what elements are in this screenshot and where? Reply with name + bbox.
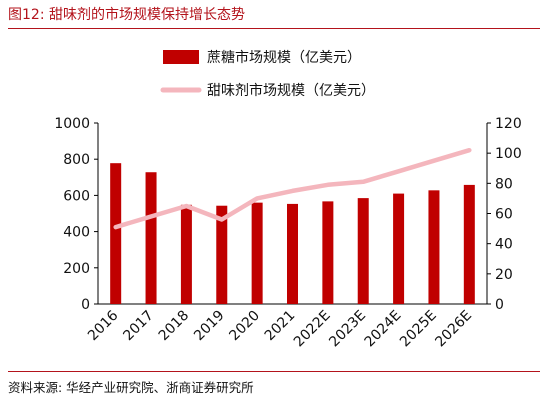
bar [322, 201, 334, 304]
bar [463, 184, 475, 304]
y-tick-label: 400 [63, 225, 90, 241]
bar [216, 205, 228, 304]
legend-bar-label: 蔗糖市场规模（亿美元） [207, 49, 361, 66]
bar [110, 163, 122, 304]
y2-tick-label: 80 [495, 176, 513, 192]
bar [287, 203, 298, 304]
x-tick-label: 2022E [291, 308, 334, 351]
figure-title: 图12: 甜味剂的市场规模保持增长态势 [8, 7, 245, 23]
bar [393, 193, 405, 304]
x-tick-label: 2020 [226, 308, 263, 345]
y2-tick-label: 40 [495, 237, 513, 253]
y-tick-label: 200 [63, 261, 90, 277]
source-divider [8, 371, 540, 372]
y-tick-label: 0 [81, 297, 90, 313]
x-tick-label: 2023E [326, 308, 369, 351]
y2-tick-label: 60 [495, 207, 513, 223]
bar [145, 172, 157, 304]
y-tick-label: 1000 [54, 116, 90, 132]
line-series [113, 147, 472, 230]
y-tick-label: 600 [63, 188, 90, 204]
y2-tick-label: 120 [495, 116, 522, 132]
title-divider [8, 28, 540, 29]
legend: 蔗糖市场规模（亿美元） 甜味剂市场规模（亿美元） [160, 49, 375, 99]
x-tick-label: 2019 [191, 308, 228, 345]
legend-bar-swatch [163, 50, 199, 64]
y2-tick-label: 0 [495, 297, 504, 313]
legend-line-label: 甜味剂市场规模（亿美元） [207, 82, 375, 99]
x-tick-label: 2025E [397, 308, 440, 351]
bars [110, 163, 475, 304]
y2-tick-label: 100 [495, 146, 522, 162]
bar [251, 202, 263, 304]
bar [180, 204, 192, 304]
x-tick-label: 2017 [120, 308, 157, 345]
y-tick-label: 800 [63, 152, 90, 168]
source-note: 资料来源: 华经产业研究院、浙商证券研究所 [8, 380, 254, 395]
bar [357, 198, 369, 304]
bar [428, 190, 440, 304]
x-tick-label: 2026E [432, 308, 475, 351]
y2-tick-label: 20 [495, 267, 513, 283]
x-tick-label: 2016 [85, 307, 122, 344]
x-tick-label: 2018 [156, 308, 193, 345]
x-tick-label: 2024E [362, 308, 405, 351]
